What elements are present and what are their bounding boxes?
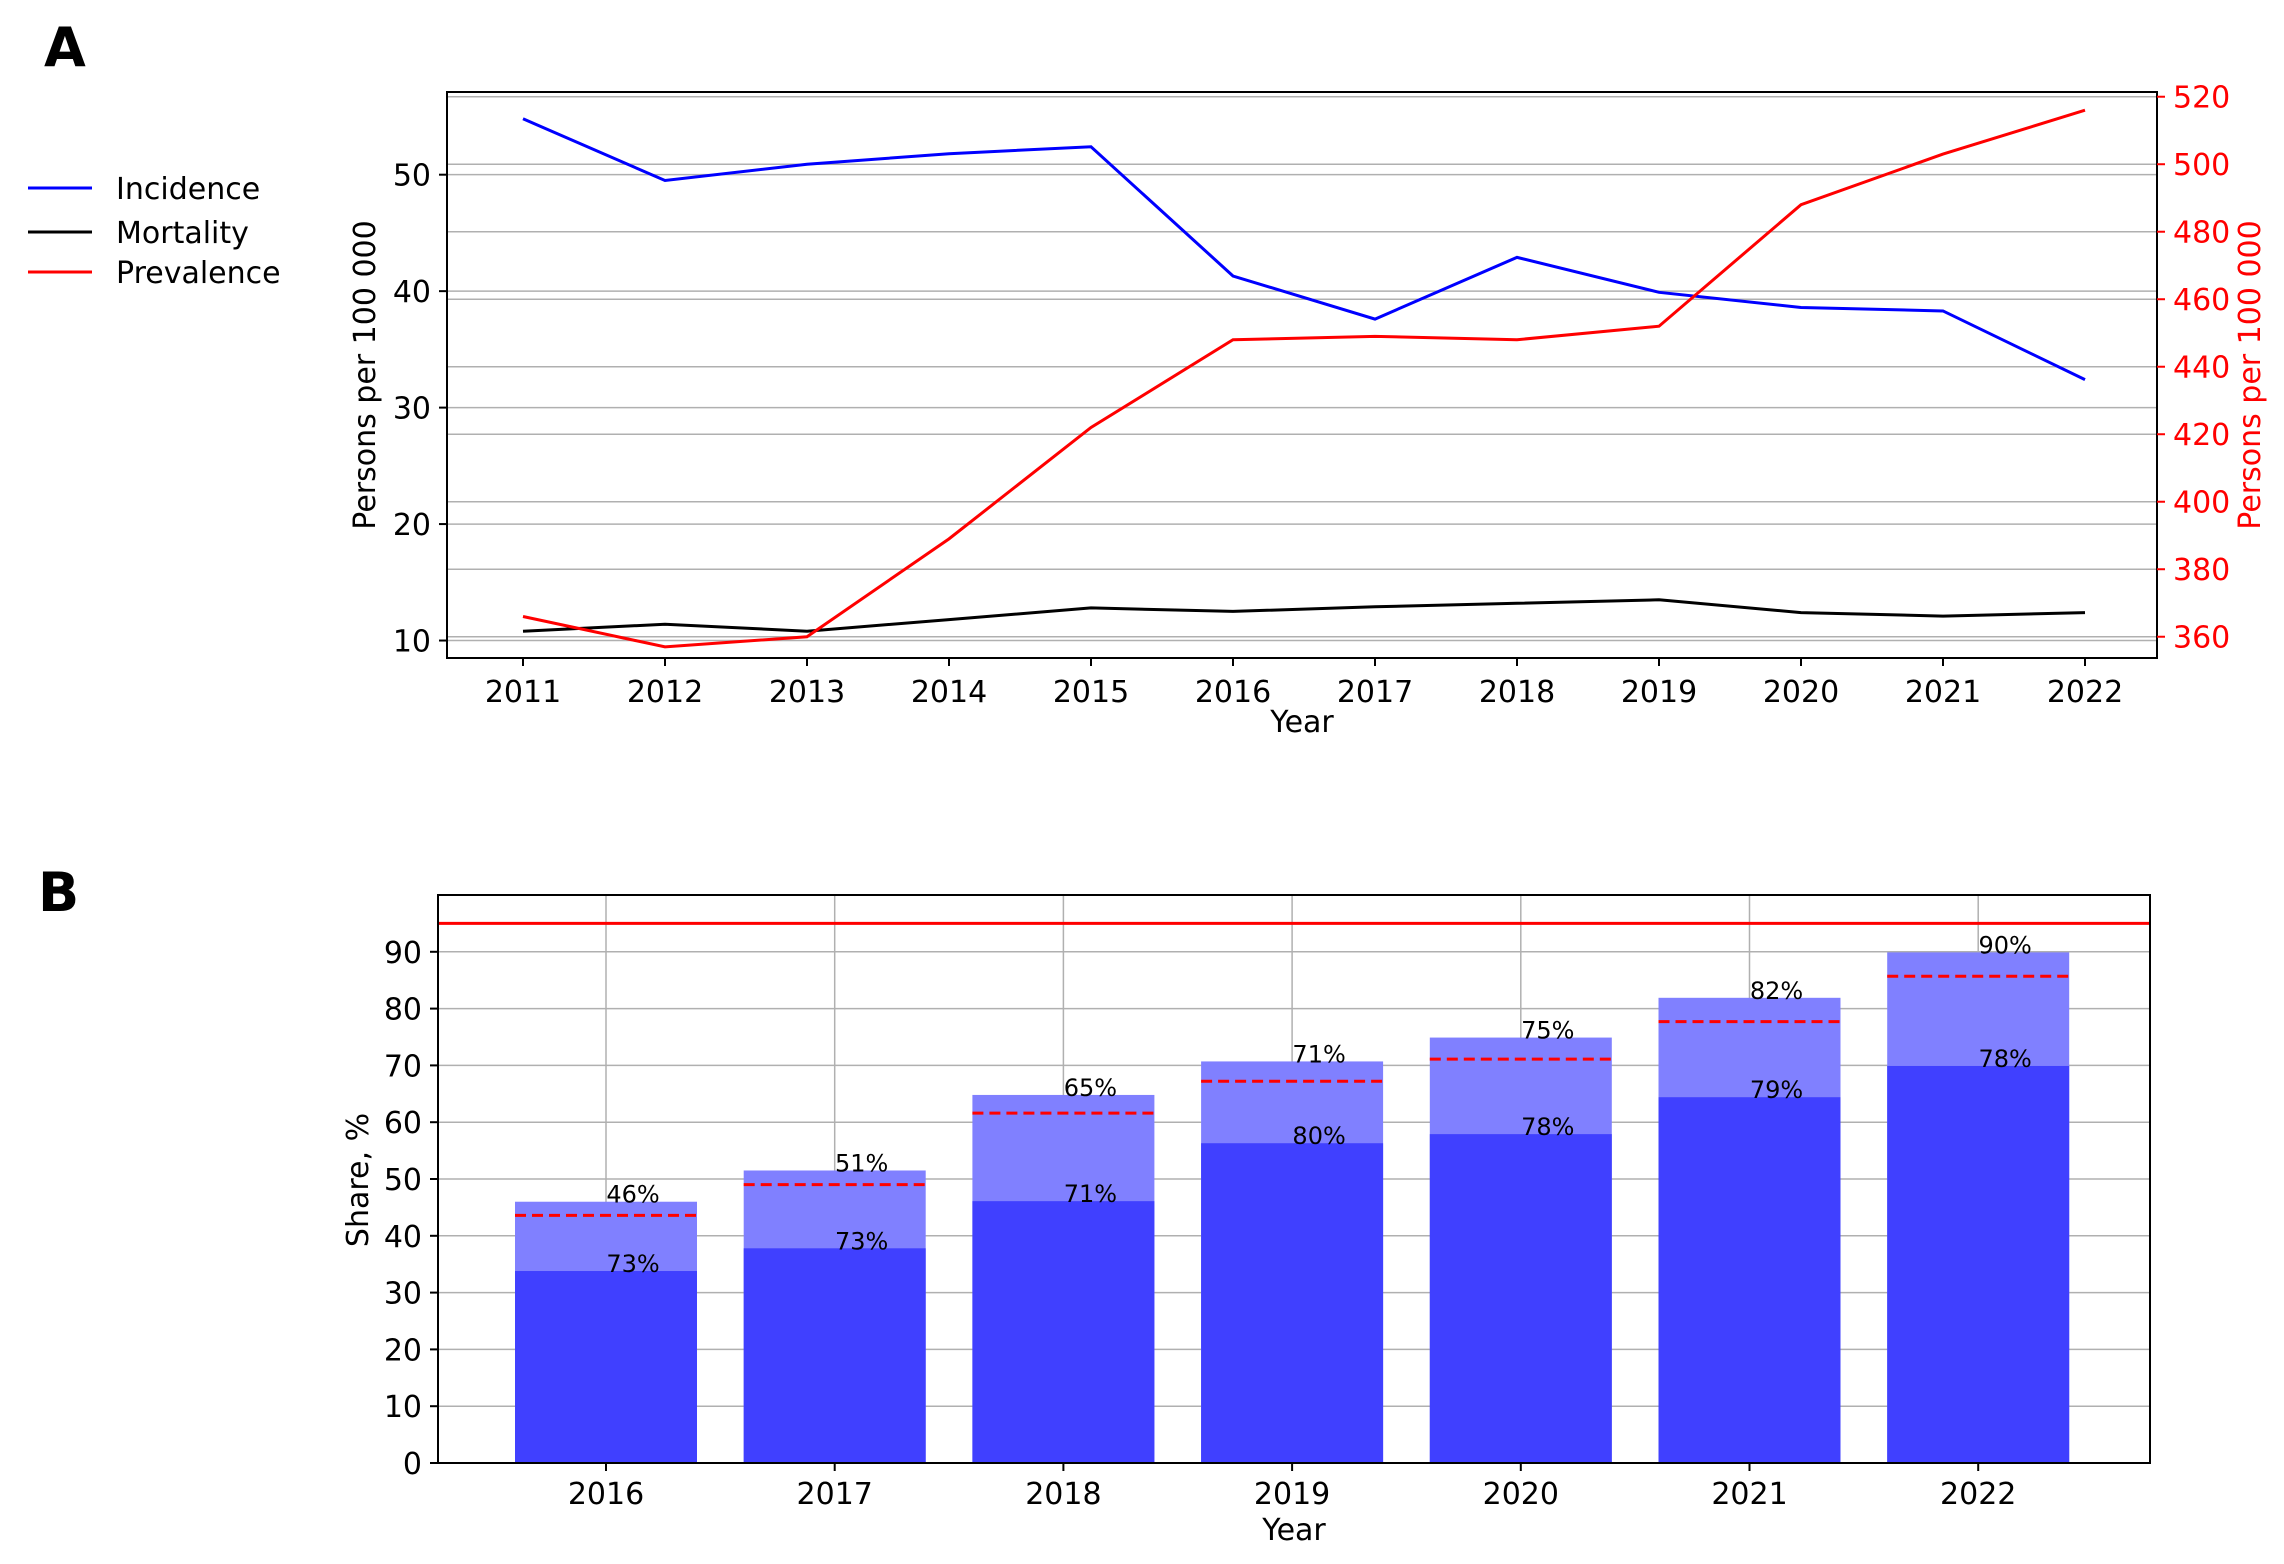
mortality-line [522,598,2086,633]
bar-part [1887,1065,2070,1463]
b-y-tick-label: 30 [384,1277,422,1312]
a-y2-tick-label: 420 [2173,418,2230,453]
b-y-tick-label: 60 [384,1106,422,1141]
a-y2-tick-label: 520 [2173,81,2230,116]
a-y2-tick-label: 440 [2173,351,2230,386]
a-x-tick-label: 2016 [1195,675,1271,710]
panel-a-y2-ticks: 360 380 400 420 440 460 480 500 520 [2157,81,2230,656]
a-x-tick-label: 2021 [1905,675,1981,710]
a-y-tick-label: 50 [393,159,431,194]
bar-part [1201,1143,1384,1463]
b-x-tick-label: 2020 [1483,1477,1559,1512]
bar-part [972,1201,1155,1463]
panel-a-x-ticks: 2011 2012 2013 2014 2015 2016 2017 2018 2019 2020… [485,658,2123,710]
a-x-tick-label: 2011 [485,675,561,710]
bar-top-label: 71% [1292,1040,1345,1068]
b-x-tick-label: 2019 [1254,1477,1330,1512]
b-x-tick-label: 2022 [1940,1477,2016,1512]
panel-a-y2-axis-label: Persons per 100 000 [2233,220,2268,529]
b-y-tick-label: 10 [384,1390,422,1425]
bar-inner-label: 73% [606,1250,659,1278]
bar-top-label: 75% [1521,1017,1574,1045]
b-x-tick-label: 2016 [568,1477,644,1512]
a-y-tick-label: 20 [393,508,431,543]
bar-inner-label: 78% [1979,1045,2032,1073]
bar-top-label: 82% [1750,977,1803,1005]
a-x-tick-label: 2018 [1479,675,1555,710]
a-y-tick-label: 30 [393,392,431,427]
a-y2-tick-label: 500 [2173,148,2230,183]
bar-part [1429,1134,1612,1463]
a-y2-tick-label: 400 [2173,486,2230,521]
b-y-tick-label: 50 [384,1163,422,1198]
b-y-tick-label: 0 [403,1447,422,1482]
b-x-tick-label: 2018 [1025,1477,1101,1512]
bar-inner-label: 78% [1521,1113,1574,1141]
legend-mortality-label: Mortality [116,216,249,251]
bar-top-label: 65% [1064,1074,1117,1102]
panel-a-plot-frame [446,91,2158,659]
panel-b-y-axis-label: Share, % [341,1113,376,1247]
panel-a-x-axis-label: Year [1269,705,1334,740]
a-y-tick-label: 40 [393,275,431,310]
a-x-tick-label: 2017 [1337,675,1413,710]
panel-a: A 2011 2012 2013 2014 2015 2016 2017 2018 2019 20… [28,16,2268,740]
incidence-line [522,117,2086,382]
panel-b-x-axis-label: Year [1261,1513,1326,1548]
a-y2-tick-label: 360 [2173,621,2230,656]
a-x-tick-label: 2020 [1763,675,1839,710]
a-x-tick-label: 2013 [769,675,845,710]
b-y-tick-label: 80 [384,993,422,1028]
a-x-tick-label: 2012 [627,675,703,710]
bar-part [743,1248,926,1463]
a-y-tick-label: 10 [393,625,431,660]
legend-incidence-label: Incidence [116,172,260,207]
panel-a-lines [522,108,2086,649]
panel-b-label: B [38,861,79,924]
panel-b-bar-labels: 46% 73% 51% 73% 65% 71% 71% 80% 75% 78% 82% 79% 90% 7… [606,931,2032,1278]
legend-prevalence-label: Prevalence [116,256,281,291]
bar-inner-label: 80% [1292,1122,1345,1150]
panel-a-legend: Incidence Mortality Prevalence [28,172,281,291]
b-y-tick-label: 40 [384,1220,422,1255]
a-y2-tick-label: 380 [2173,553,2230,588]
bar-part [515,1271,697,1463]
panel-b: B 46% 73% 51% 73% 65% 71% 71% 80% 75% 78% 82% 79% 90… [38,861,2151,1548]
panel-a-label: A [44,16,86,79]
prevalence-line [522,108,2086,649]
a-x-tick-label: 2014 [911,675,987,710]
b-y-tick-label: 90 [384,936,422,971]
bar-inner-label: 73% [835,1227,888,1255]
panel-a-y-ticks: 10 20 30 40 50 [393,159,447,660]
bar-inner-label: 79% [1750,1076,1803,1104]
bar-top-label: 46% [606,1181,659,1209]
bar-inner-label: 71% [1064,1180,1117,1208]
b-y-tick-label: 20 [384,1333,422,1368]
b-y-tick-label: 70 [384,1049,422,1084]
bar-part [1658,1097,1841,1463]
a-x-tick-label: 2015 [1053,675,1129,710]
b-x-tick-label: 2021 [1711,1477,1787,1512]
a-x-tick-label: 2019 [1621,675,1697,710]
panel-a-y-axis-label: Persons per 100 000 [348,220,383,529]
bar-top-label: 51% [835,1149,888,1177]
a-y2-tick-label: 460 [2173,283,2230,318]
a-x-tick-label: 2022 [2047,675,2123,710]
panel-b-bars [515,952,2070,1463]
a-y2-tick-label: 480 [2173,216,2230,251]
panel-a-grid [447,95,2157,642]
panel-b-x-ticks: 2016 2017 2018 2019 2020 2021 2022 [568,1463,2016,1512]
panel-b-y-ticks: 0 10 20 30 40 50 60 70 80 90 [384,936,438,1482]
b-x-tick-label: 2017 [797,1477,873,1512]
bar-top-label: 90% [1979,931,2032,959]
